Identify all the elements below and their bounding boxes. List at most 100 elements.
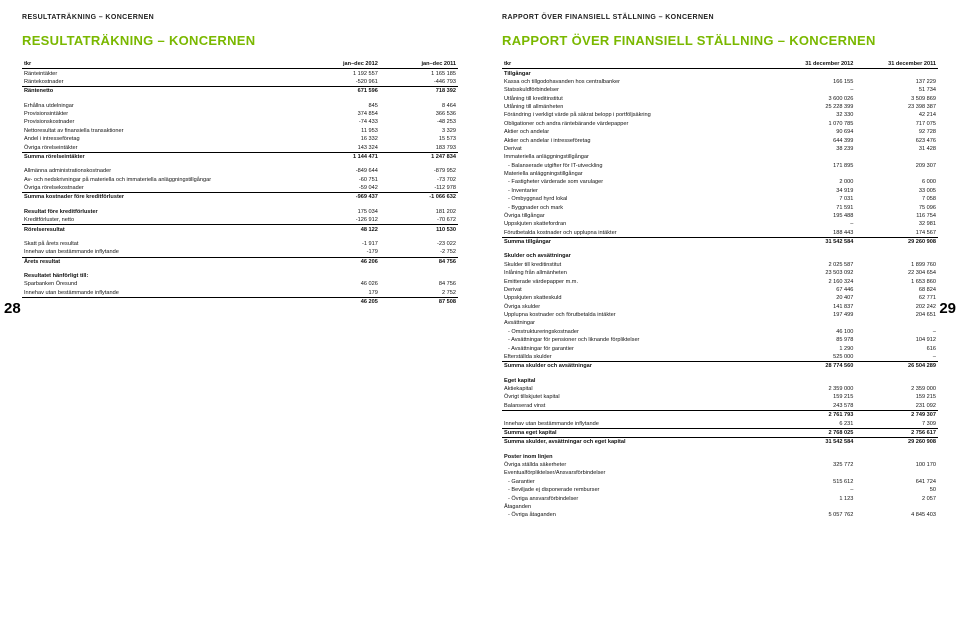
row-value-b: – <box>855 328 938 336</box>
row-value-a: 32 330 <box>772 111 855 119</box>
row-value-b: 23 398 387 <box>855 103 938 111</box>
table-row: Erhållna utdelningar8458 464 <box>22 102 458 110</box>
row-value-b: 202 242 <box>855 303 938 311</box>
row-label: Statsskuldförbindelser <box>502 86 772 94</box>
row-value-b: 3 509 869 <box>855 95 938 103</box>
row-value-a: 243 578 <box>772 402 855 411</box>
row-value-b: 62 771 <box>855 294 938 302</box>
row-value-b: 8 464 <box>380 102 458 110</box>
row-value-b: 2 752 <box>380 289 458 298</box>
row-label: Skatt på årets resultat <box>22 240 301 248</box>
row-value-b: 42 214 <box>855 111 938 119</box>
table-row: Kassa och tillgodohavanden hos centralba… <box>502 78 938 86</box>
row-value-a: 7 031 <box>772 195 855 203</box>
row-label: Räntenetto <box>22 87 301 96</box>
table-row: Derivat67 44668 824 <box>502 286 938 294</box>
row-value-a <box>772 503 855 511</box>
row-value-a: 195 488 <box>772 212 855 220</box>
table-header: tkrjan–dec 2012jan–dec 2011 <box>22 60 458 69</box>
table-row: Obligationer och andra räntebärande värd… <box>502 120 938 128</box>
row-value-b: 31 428 <box>855 145 938 153</box>
table-row: - Balanserade utgifter för IT-utveckling… <box>502 162 938 170</box>
table-row: Summa eget kapital2 768 0252 756 617 <box>502 428 938 437</box>
row-value-a: 188 443 <box>772 229 855 238</box>
row-value-a: 845 <box>301 102 380 110</box>
row-label: - Inventarier <box>502 187 772 195</box>
table-row: Övriga ställda säkerheter325 772100 170 <box>502 461 938 469</box>
table-row: Av- och nedskrivningar på materiella och… <box>22 176 458 184</box>
row-label: Derivat <box>502 145 772 153</box>
row-value-a <box>772 69 855 78</box>
row-value-a: -179 <box>301 248 380 257</box>
table-row: 2 761 7932 749 307 <box>502 411 938 420</box>
row-value-b: 174 567 <box>855 229 938 238</box>
balance-sheet-table: tkr31 december 201231 december 2011Tillg… <box>502 60 938 520</box>
table-row: Rörelseresultat48 122110 530 <box>22 225 458 234</box>
row-label: - Beviljade ej disponerade remburser <box>502 486 772 494</box>
row-value-b: 50 <box>855 486 938 494</box>
row-value-b: 2 749 307 <box>855 411 938 420</box>
row-value-b: 137 229 <box>855 78 938 86</box>
row-value-b: 209 307 <box>855 162 938 170</box>
table-row: - Övriga åtaganden5 057 7624 845 403 <box>502 511 938 519</box>
table-row: Andel i intresseföretag16 33215 573 <box>22 135 458 143</box>
table-row: - Övriga ansvarsförbindelser1 1232 057 <box>502 494 938 502</box>
row-value-a <box>301 272 380 280</box>
row-value-b: 51 734 <box>855 86 938 94</box>
row-label: Aktier och andelar i intresseföretag <box>502 136 772 144</box>
row-value-a: 374 854 <box>301 110 380 118</box>
row-value-b <box>855 377 938 385</box>
row-value-b: 104 912 <box>855 336 938 344</box>
row-value-a: – <box>772 86 855 94</box>
table-row: - Omstruktureringskostnader46 100– <box>502 328 938 336</box>
row-value-b: 15 573 <box>380 135 458 143</box>
table-row: Immateriella anläggningstillgångar <box>502 153 938 161</box>
row-value-b <box>855 453 938 461</box>
row-value-b: 1 247 834 <box>380 152 458 161</box>
table-row: Räntekostnader-520 961-446 793 <box>22 78 458 87</box>
table-header: tkr31 december 201231 december 2011 <box>502 60 938 69</box>
row-label: Resultatet hänförligt till: <box>22 272 301 280</box>
row-value-a: 515 612 <box>772 478 855 486</box>
row-value-b <box>855 319 938 327</box>
row-label: - Ombyggnad hyrd lokal <box>502 195 772 203</box>
row-label: Aktiekapital <box>502 385 772 393</box>
row-value-a: – <box>772 220 855 228</box>
row-label: Resultat före kreditförluster <box>22 208 301 216</box>
row-value-a: 28 774 560 <box>772 362 855 371</box>
row-value-b: -48 253 <box>380 118 458 126</box>
right-title: RAPPORT ÖVER FINANSIELL STÄLLNING – KONC… <box>502 33 938 48</box>
row-value-b: -1 066 632 <box>380 193 458 202</box>
row-value-a: 16 332 <box>301 135 380 143</box>
table-row: - Avsättningar för garantier1 290616 <box>502 344 938 352</box>
page-spread: RESULTATRÄKNING – KONCERNEN RESULTATRÄKN… <box>0 0 960 623</box>
row-value-b: 84 756 <box>380 280 458 288</box>
table-row: - Ombyggnad hyrd lokal7 0317 058 <box>502 195 938 203</box>
row-value-a <box>772 377 855 385</box>
row-value-b: 7 309 <box>855 419 938 428</box>
row-value-b: 116 754 <box>855 212 938 220</box>
row-value-a: 48 122 <box>301 225 380 234</box>
header-col: 31 december 2011 <box>855 60 938 69</box>
row-value-a: 1 290 <box>772 344 855 352</box>
row-value-b: 183 793 <box>380 143 458 152</box>
row-label: Övrigt tillskjutet kapital <box>502 393 772 401</box>
table-row: Upplupna kostnader och förutbetalda intä… <box>502 311 938 319</box>
table-row: Skulder och avsättningar <box>502 252 938 260</box>
row-value-b: -2 752 <box>380 248 458 257</box>
row-label: Uppskjuten skattefordran <box>502 220 772 228</box>
table-row: Tillgångar <box>502 69 938 78</box>
table-row: Summa skulder och avsättningar28 774 560… <box>502 362 938 371</box>
row-label: Åtaganden <box>502 503 772 511</box>
row-label: Av- och nedskrivningar på materiella och… <box>22 176 301 184</box>
row-label: Emitterade värdepapper m.m. <box>502 277 772 285</box>
row-value-a: 1 144 471 <box>301 152 380 161</box>
row-value-b: 616 <box>855 344 938 352</box>
row-value-a: 46 100 <box>772 328 855 336</box>
row-value-b: 33 005 <box>855 187 938 195</box>
table-row: Uppskjuten skatteskuld20 40762 771 <box>502 294 938 302</box>
row-label: - Byggnader och mark <box>502 203 772 211</box>
row-label: Utlåning till kreditinstitut <box>502 95 772 103</box>
row-label: Upplupna kostnader och förutbetalda intä… <box>502 311 772 319</box>
table-row: - Inventarier34 91933 005 <box>502 187 938 195</box>
